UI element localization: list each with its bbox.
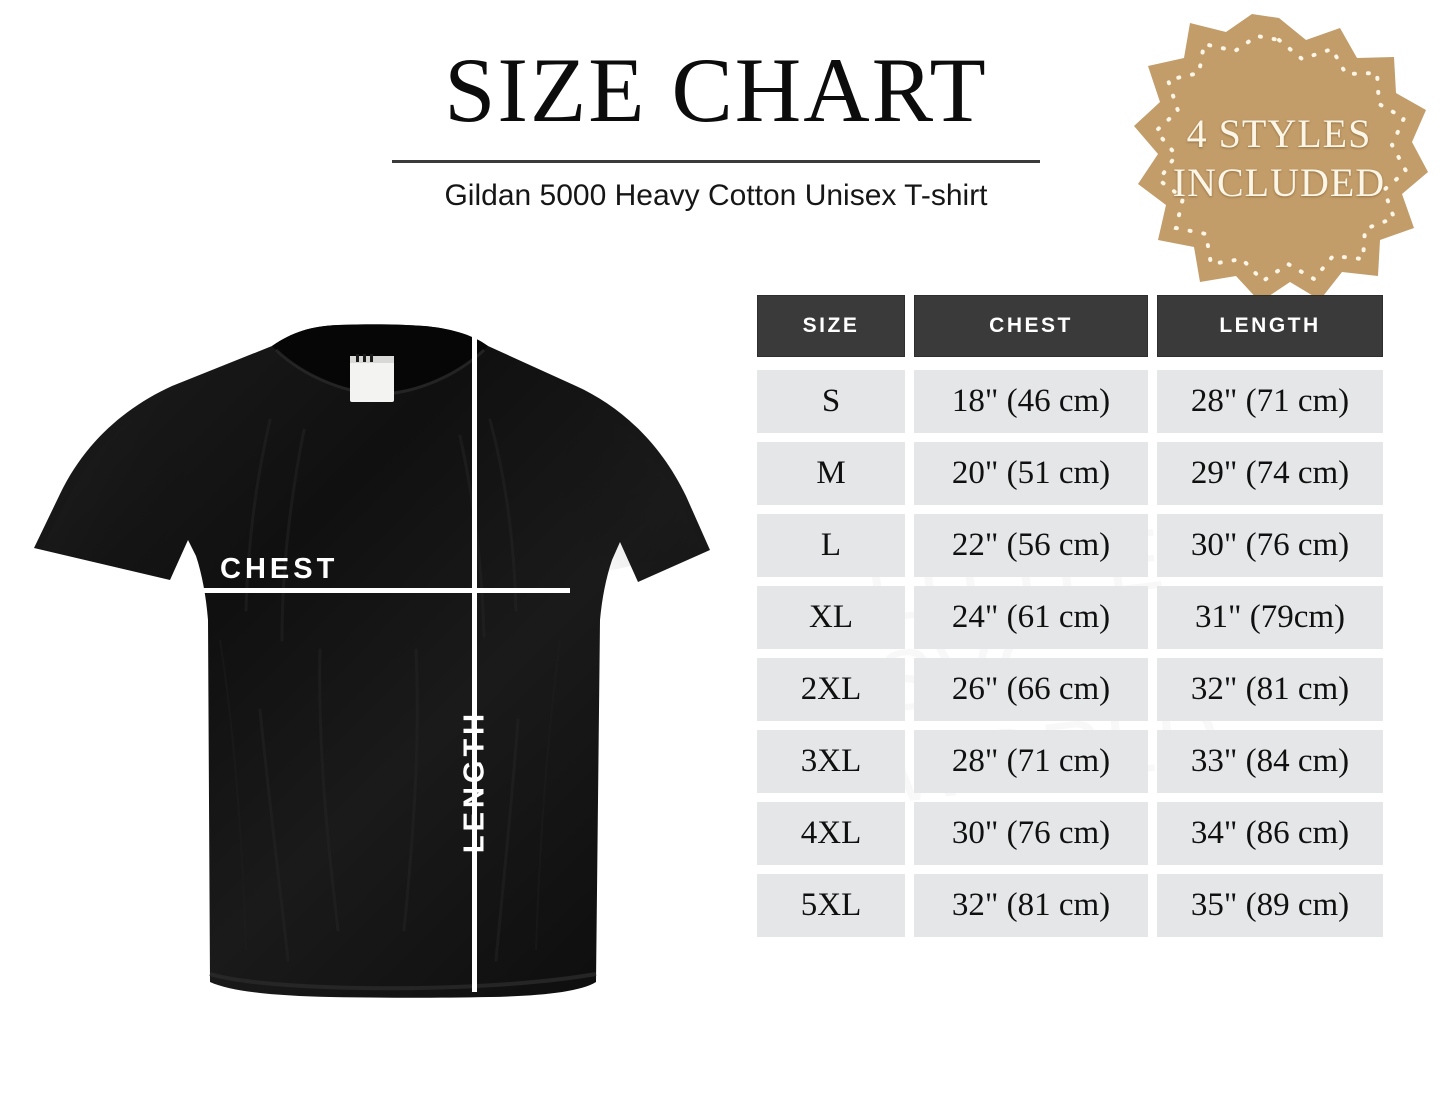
cell-length: 34" (86 cm) (1157, 802, 1383, 865)
cell-size: S (757, 370, 905, 433)
cell-length: 29" (74 cm) (1157, 442, 1383, 505)
cell-size: 3XL (757, 730, 905, 793)
cell-length: 30" (76 cm) (1157, 514, 1383, 577)
cell-chest: 18" (46 cm) (914, 370, 1148, 433)
cell-size: 4XL (757, 802, 905, 865)
badge-line-1: 4 STYLES (1186, 111, 1372, 156)
table-row: S 18" (46 cm) 28" (71 cm) (757, 370, 1383, 433)
cell-length: 35" (89 cm) (1157, 874, 1383, 937)
chest-measure-line (168, 588, 570, 593)
cell-size: L (757, 514, 905, 577)
cell-size: 5XL (757, 874, 905, 937)
page-title: SIZE CHART (444, 39, 988, 141)
table-row: 5XL 32" (81 cm) 35" (89 cm) (757, 874, 1383, 937)
table-row: 3XL 28" (71 cm) 33" (84 cm) (757, 730, 1383, 793)
length-measure-line (472, 334, 477, 992)
table-row: 2XL 26" (66 cm) 32" (81 cm) (757, 658, 1383, 721)
column-header-length: LENGTH (1157, 295, 1383, 357)
badge-line-2: INCLUDED (1172, 159, 1386, 205)
title-divider (392, 160, 1040, 163)
table-row: 4XL 30" (76 cm) 34" (86 cm) (757, 802, 1383, 865)
table-row: XL 24" (61 cm) 31" (79cm) (757, 586, 1383, 649)
cell-size: 2XL (757, 658, 905, 721)
cell-length: 31" (79cm) (1157, 586, 1383, 649)
cell-chest: 28" (71 cm) (914, 730, 1148, 793)
page-subtitle: Gildan 5000 Heavy Cotton Unisex T-shirt (444, 179, 988, 212)
table-row: M 20" (51 cm) 29" (74 cm) (757, 442, 1383, 505)
cell-length: 33" (84 cm) (1157, 730, 1383, 793)
size-table: SIZE CHEST LENGTH S 18" (46 cm) 28" (71 … (757, 295, 1383, 946)
cell-chest: 32" (81 cm) (914, 874, 1148, 937)
page-header: SIZE CHART Gildan 5000 Heavy Cotton Unis… (0, 0, 1445, 240)
cell-length: 32" (81 cm) (1157, 658, 1383, 721)
styles-included-badge: 4 STYLES INCLUDED (1128, 14, 1430, 304)
tshirt-icon (34, 324, 710, 998)
tshirt-illustration: CHEST LENGTH (20, 310, 720, 1030)
length-measure-label: LENGTH (458, 709, 491, 854)
chest-measure-label: CHEST (220, 553, 339, 585)
cell-chest: 30" (76 cm) (914, 802, 1148, 865)
seal-starburst-icon (1134, 14, 1428, 302)
cell-size: XL (757, 586, 905, 649)
cell-chest: 22" (56 cm) (914, 514, 1148, 577)
table-header-row: SIZE CHEST LENGTH (757, 295, 1383, 357)
column-header-size: SIZE (757, 295, 905, 357)
badge-text: 4 STYLES INCLUDED (1128, 110, 1430, 208)
cell-chest: 26" (66 cm) (914, 658, 1148, 721)
cell-chest: 20" (51 cm) (914, 442, 1148, 505)
table-row: L 22" (56 cm) 30" (76 cm) (757, 514, 1383, 577)
cell-size: M (757, 442, 905, 505)
column-header-chest: CHEST (914, 295, 1148, 357)
cell-chest: 24" (61 cm) (914, 586, 1148, 649)
cell-length: 28" (71 cm) (1157, 370, 1383, 433)
